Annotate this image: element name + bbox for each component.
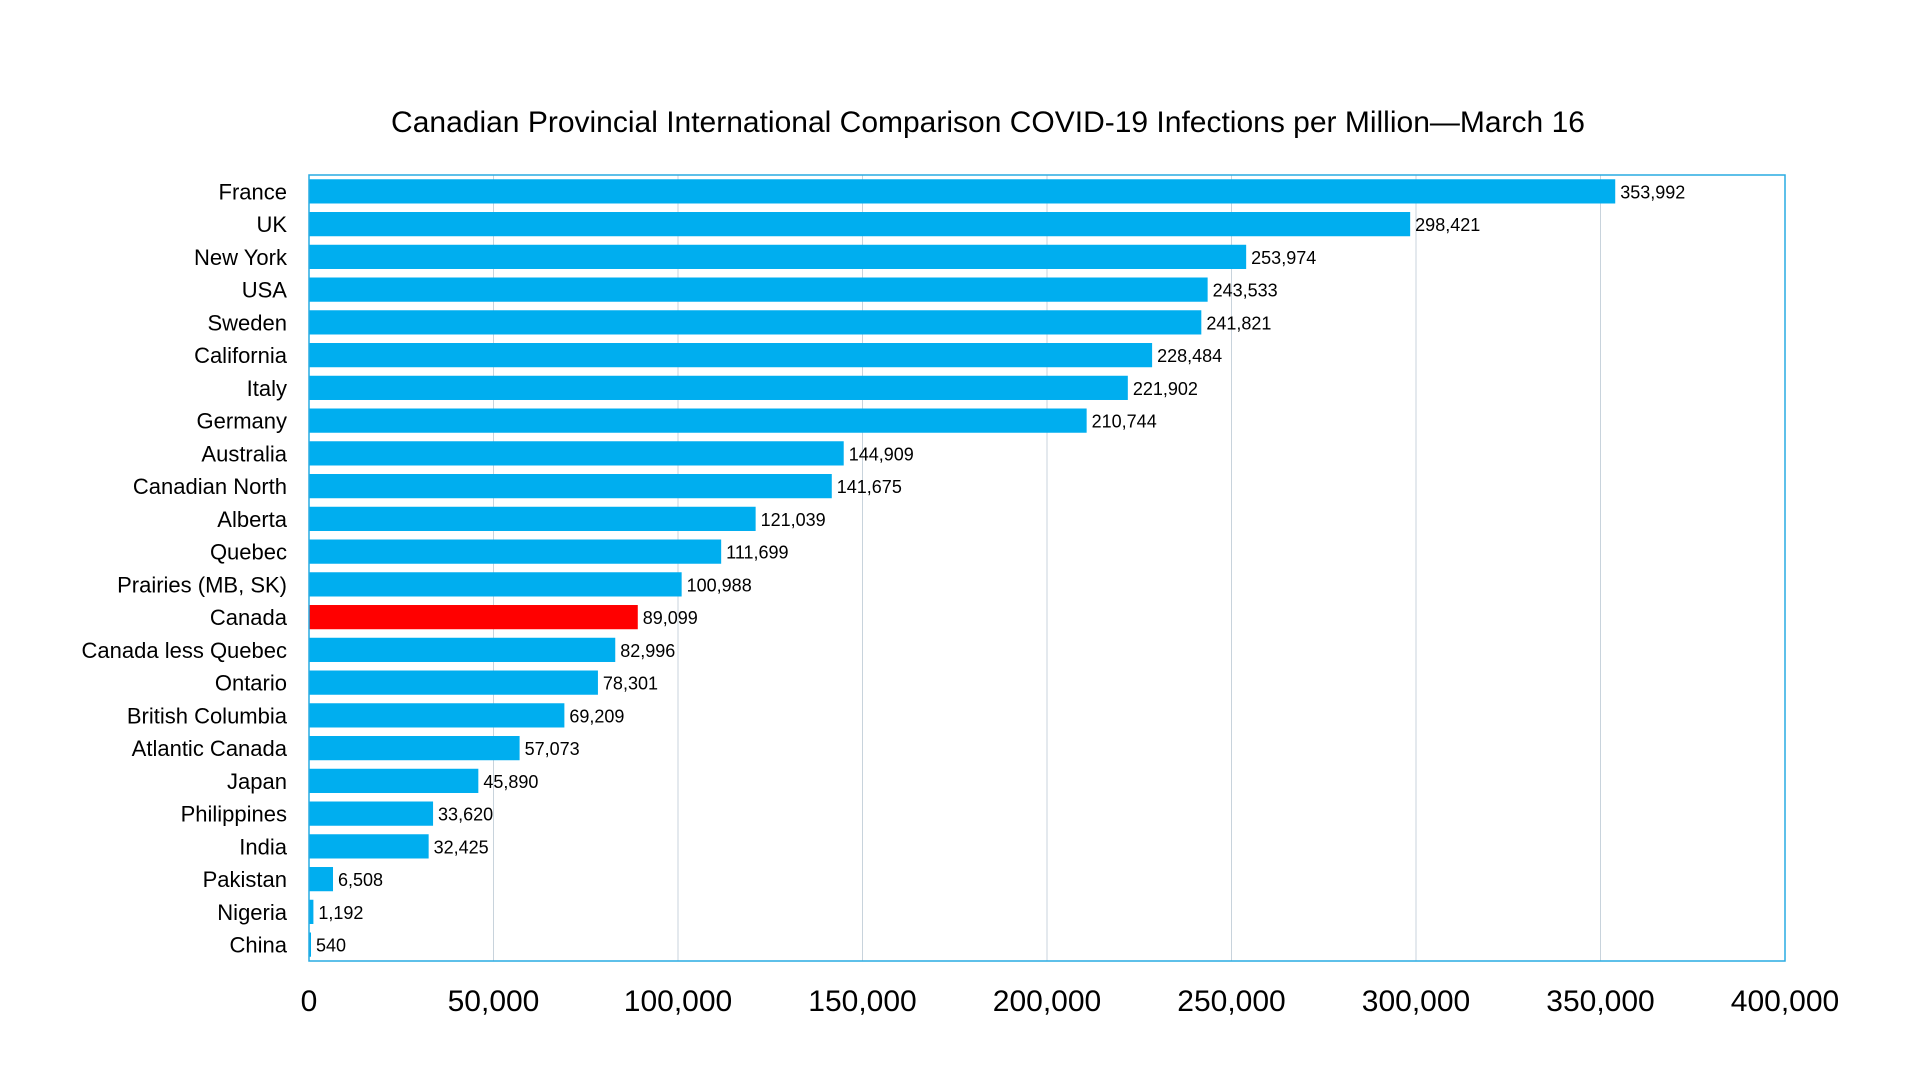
- x-axis-tick-labels: 0 50,000 100,000 150,000 200,000 250,000 300,0…: [301, 985, 1840, 1018]
- data-label: 57,073: [525, 739, 580, 759]
- x-tick-label: 400,000: [1731, 985, 1839, 1018]
- bar: [309, 637, 616, 662]
- data-label: 69,209: [569, 706, 624, 726]
- data-label: 141,675: [837, 477, 902, 497]
- category-label: Japan: [227, 769, 287, 794]
- grid-lines: [493, 175, 1601, 961]
- data-label: 6,508: [338, 870, 383, 890]
- bar: [309, 801, 434, 826]
- x-tick-label: 150,000: [808, 985, 916, 1018]
- category-label: Atlantic Canada: [132, 736, 288, 761]
- bar: [309, 277, 1208, 302]
- data-label: 241,821: [1206, 313, 1271, 333]
- data-label: 243,533: [1213, 281, 1278, 301]
- data-label: 100,988: [687, 575, 752, 595]
- data-label: 1,192: [318, 903, 363, 923]
- category-label: India: [239, 834, 287, 859]
- category-label: Pakistan: [203, 867, 287, 892]
- data-label: 78,301: [603, 674, 658, 694]
- chart-title: Canadian Provincial International Compar…: [391, 106, 1585, 139]
- category-labels: France UK New York USA Sweden California Italy…: [82, 179, 288, 957]
- bar: [309, 179, 1616, 204]
- bar: [309, 768, 479, 793]
- data-label: 82,996: [620, 641, 675, 661]
- bar: [309, 703, 565, 728]
- category-label: Quebec: [210, 540, 287, 565]
- bar: [309, 572, 682, 597]
- category-label: Canada: [210, 605, 288, 630]
- data-label: 221,902: [1133, 379, 1198, 399]
- bar: [309, 834, 429, 859]
- bar: [309, 736, 520, 761]
- bar: [309, 441, 844, 466]
- x-tick-label: 250,000: [1177, 985, 1285, 1018]
- category-label: Prairies (MB, SK): [117, 572, 287, 597]
- category-label: Canada less Quebec: [82, 638, 287, 663]
- bar: [309, 932, 311, 957]
- data-label: 33,620: [438, 805, 493, 825]
- bar: [309, 343, 1153, 368]
- data-label: 228,484: [1157, 346, 1222, 366]
- data-label: 540: [316, 936, 346, 956]
- data-label: 32,425: [434, 837, 489, 857]
- bar: [309, 310, 1202, 335]
- category-label: Canadian North: [133, 474, 287, 499]
- bar: [309, 539, 722, 564]
- data-label: 121,039: [761, 510, 826, 530]
- category-label: Australia: [201, 441, 287, 466]
- category-label: Alberta: [217, 507, 287, 532]
- category-label: China: [230, 933, 288, 958]
- bar: [309, 506, 756, 531]
- category-label: UK: [256, 212, 287, 237]
- bar: [309, 867, 334, 892]
- data-label: 210,744: [1092, 412, 1157, 432]
- x-tick-label: 200,000: [993, 985, 1101, 1018]
- x-tick-label: 350,000: [1546, 985, 1654, 1018]
- category-label: Philippines: [181, 802, 287, 827]
- category-label: Italy: [247, 376, 287, 401]
- category-label: New York: [194, 245, 288, 270]
- x-tick-label: 100,000: [624, 985, 732, 1018]
- plot-area-border: [308, 174, 1786, 962]
- bar: [309, 670, 598, 695]
- bar: [309, 244, 1247, 269]
- data-label: 144,909: [849, 444, 914, 464]
- category-label: Nigeria: [217, 900, 287, 925]
- x-tick-label: 300,000: [1362, 985, 1470, 1018]
- category-label: France: [219, 179, 287, 204]
- bar: [309, 375, 1128, 400]
- category-label: British Columbia: [127, 703, 288, 728]
- bar: [309, 212, 1411, 237]
- data-label: 253,974: [1251, 248, 1316, 268]
- bar: [309, 408, 1087, 433]
- category-label: Sweden: [207, 310, 287, 335]
- data-label: 89,099: [643, 608, 698, 628]
- category-label: Ontario: [215, 671, 287, 696]
- x-tick-label: 50,000: [448, 985, 540, 1018]
- bar: [309, 474, 832, 499]
- data-label: 298,421: [1415, 215, 1480, 235]
- category-label: California: [194, 343, 288, 368]
- bar: [309, 899, 314, 924]
- x-tick-label: 0: [301, 985, 318, 1018]
- category-label: USA: [242, 278, 288, 303]
- category-label: Germany: [197, 409, 287, 434]
- data-label: 111,699: [726, 543, 788, 563]
- value-labels: 353,992 298,421 253,974 243,533 241,821 228,4…: [316, 182, 1685, 955]
- bars: [309, 179, 1616, 957]
- data-label: 45,890: [483, 772, 538, 792]
- data-label: 353,992: [1620, 182, 1685, 202]
- bar: [309, 605, 638, 630]
